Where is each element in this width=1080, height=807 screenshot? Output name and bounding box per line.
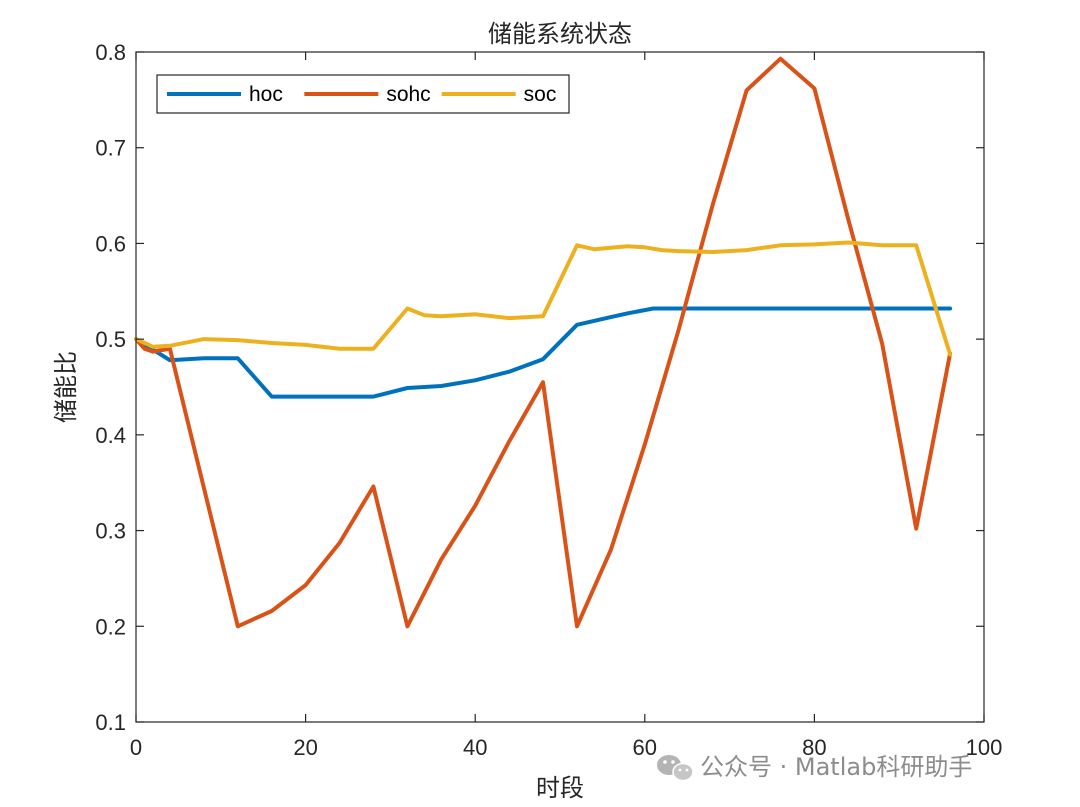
y-tick-label: 0.1 <box>95 710 126 735</box>
legend-label-hoc: hoc <box>249 83 283 106</box>
watermark: 公众号 · Matlab科研助手 <box>657 753 972 782</box>
legend-label-soc: soc <box>524 83 557 106</box>
legend-label-sohc: sohc <box>386 83 430 106</box>
plot-background <box>136 52 984 722</box>
y-axis-label: 储能比 <box>52 351 80 423</box>
x-tick-label: 60 <box>633 735 657 760</box>
x-axis-label: 时段 <box>536 774 584 802</box>
x-tick-label: 100 <box>966 735 1003 760</box>
y-tick-label: 0.6 <box>95 231 126 256</box>
x-tick-label: 0 <box>130 735 142 760</box>
y-tick-label: 0.7 <box>95 136 126 161</box>
watermark-text: 公众号 · Matlab科研助手 <box>700 753 972 781</box>
y-tick-label: 0.4 <box>95 423 126 448</box>
y-tick-label: 0.2 <box>95 614 126 639</box>
x-tick-label: 20 <box>293 735 317 760</box>
x-tick-label: 80 <box>802 735 826 760</box>
x-tick-label: 40 <box>463 735 487 760</box>
plot-frame <box>135 51 985 723</box>
series-line-hoc <box>134 306 953 399</box>
y-tick-label: 0.8 <box>95 40 126 65</box>
series-layer <box>134 56 953 629</box>
wechat-icon <box>657 755 694 782</box>
series-line-soc <box>134 240 953 357</box>
chart-title: 储能系统状态 <box>488 20 632 48</box>
y-tick-label: 0.5 <box>95 327 126 352</box>
series-line-sohc <box>134 56 953 629</box>
ticks-layer: 0 20 40 60 80 100 0.1 0.2 0.3 0.4 0.5 0.6 0.7 0.8 <box>95 40 1002 760</box>
y-tick-label: 0.3 <box>95 519 126 544</box>
legend: hoc sohc soc <box>156 74 570 114</box>
